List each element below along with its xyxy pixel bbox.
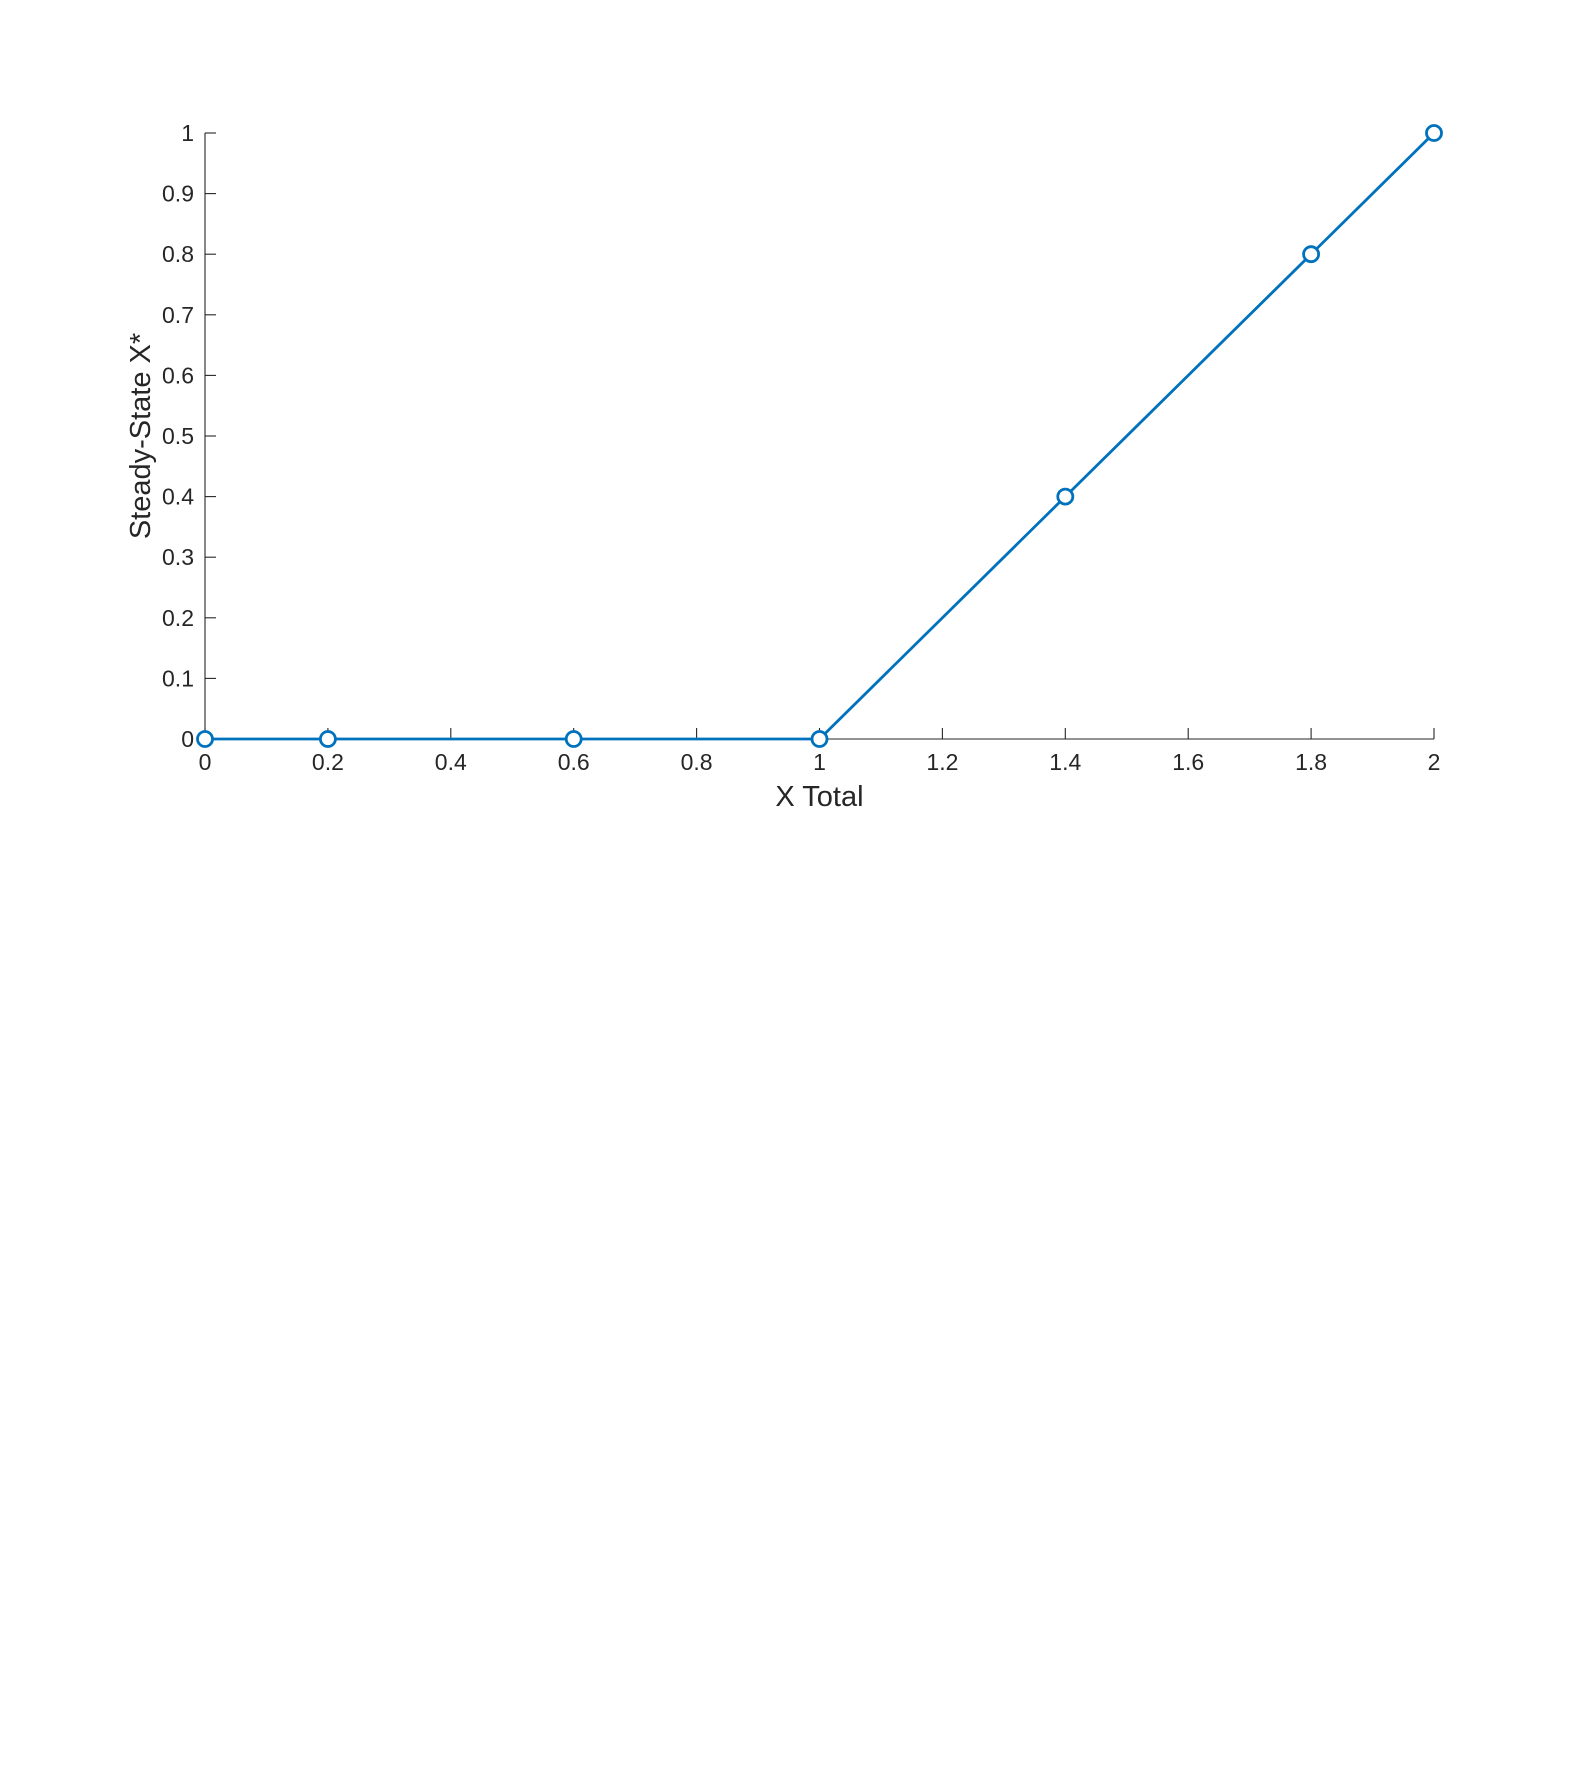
series bbox=[196, 124, 1443, 748]
x-tick-label: 1.4 bbox=[1049, 749, 1081, 775]
data-point bbox=[318, 730, 337, 748]
data-point bbox=[196, 730, 214, 748]
x-tick-label: 1.6 bbox=[1172, 749, 1204, 775]
data-point bbox=[1425, 124, 1443, 142]
y-tick-label: 0.7 bbox=[162, 302, 194, 328]
x-tick-label: 1.2 bbox=[926, 749, 958, 775]
axes bbox=[204, 133, 1434, 740]
x-ticks: 0 0.2 0.4 0.6 0.8 1 1.2 1.4 1.6 1.8 2 bbox=[199, 728, 1441, 775]
data-point bbox=[1056, 487, 1075, 506]
y-tick-label: 0.1 bbox=[162, 665, 194, 691]
y-tick-label: 0.5 bbox=[162, 423, 194, 449]
x-tick-label: 2 bbox=[1428, 749, 1441, 775]
data-point bbox=[1302, 245, 1320, 264]
series-line bbox=[205, 132, 1435, 741]
x-tick-label: 1 bbox=[813, 749, 826, 775]
x-tick-label: 0.6 bbox=[558, 749, 590, 775]
y-tick-label: 1 bbox=[181, 120, 194, 146]
y-ticks: 0 0.1 0.2 0.3 0.4 0.5 0.6 0.7 0.8 0.9 1 bbox=[162, 120, 216, 752]
y-tick-label: 0.8 bbox=[162, 241, 194, 267]
x-tick-label: 1.8 bbox=[1295, 749, 1327, 775]
x-tick-label: 0.8 bbox=[681, 749, 713, 775]
x-tick-label: 0.2 bbox=[312, 749, 344, 775]
data-point bbox=[810, 730, 829, 748]
y-axis-title: Steady-State X* bbox=[125, 333, 157, 539]
y-tick-label: 0 bbox=[181, 726, 194, 752]
y-tick-label: 0.3 bbox=[162, 544, 194, 570]
x-axis-title: X Total bbox=[775, 781, 863, 813]
y-tick-label: 0.4 bbox=[162, 484, 194, 510]
data-point bbox=[564, 730, 583, 748]
x-tick-label: 0.4 bbox=[435, 749, 467, 775]
y-tick-label: 0.9 bbox=[162, 181, 194, 207]
y-tick-label: 0.2 bbox=[162, 605, 194, 631]
y-tick-label: 0.6 bbox=[162, 362, 194, 388]
x-tick-label: 0 bbox=[199, 749, 212, 775]
